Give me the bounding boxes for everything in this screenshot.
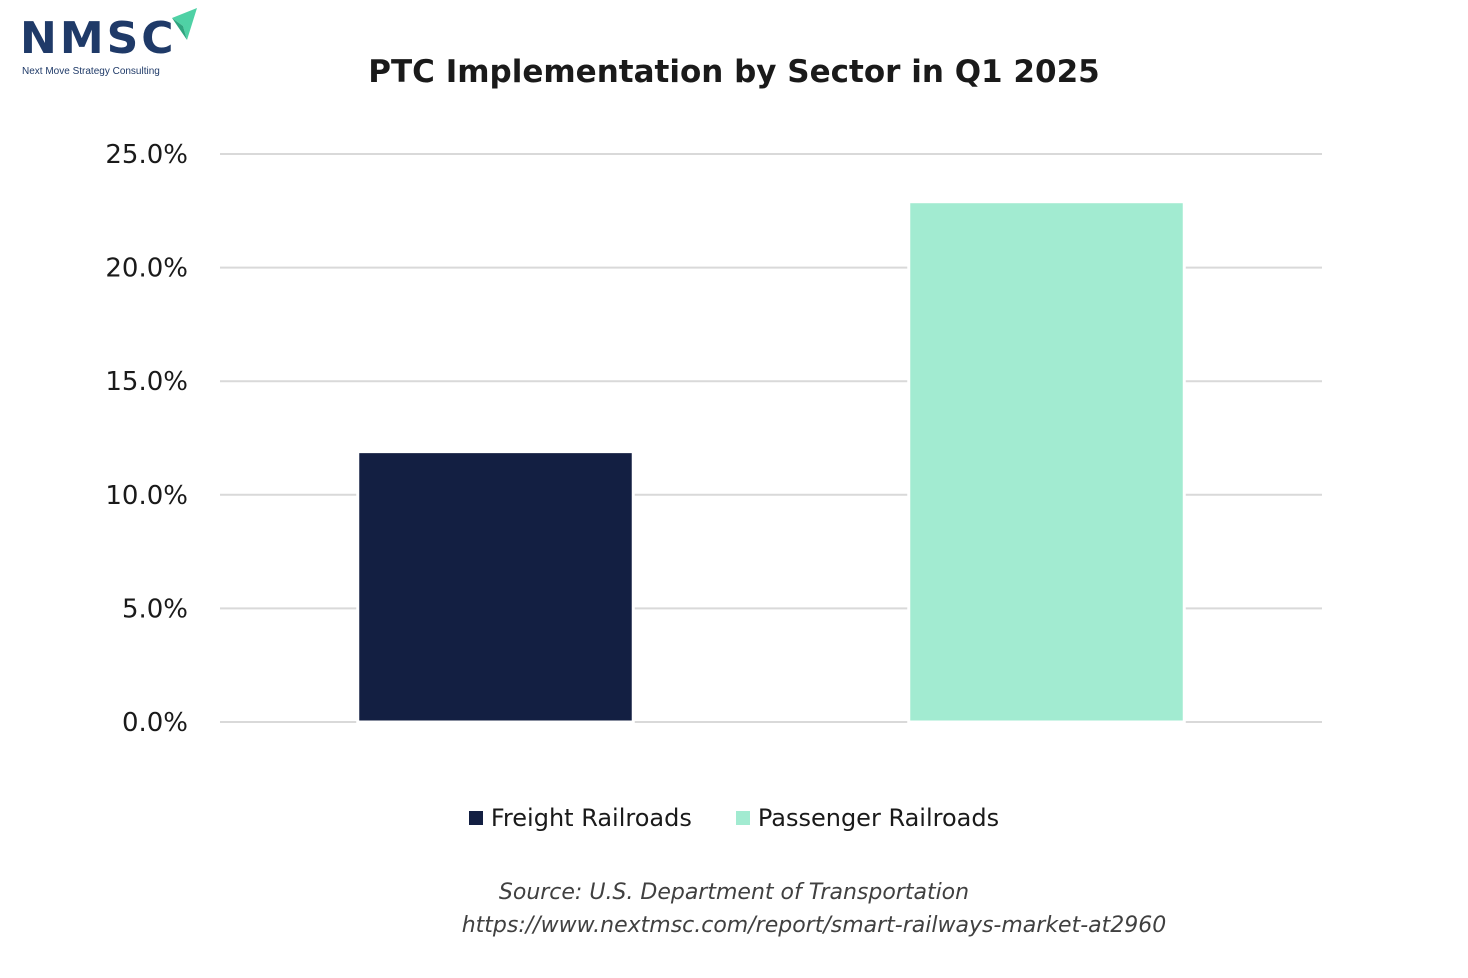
source-note: Source: U.S. Department of Transportatio… <box>498 880 970 905</box>
legend: Freight Railroads Passenger Railroads <box>0 804 1468 832</box>
nmsc-logo: NMSC Next Move Strategy Consulting <box>20 6 200 82</box>
legend-swatch <box>735 811 750 825</box>
bars <box>356 200 1186 724</box>
y-tick-label: 10.0% <box>105 481 188 511</box>
y-tick-label: 25.0% <box>105 140 188 170</box>
bar-passenger-railroads <box>907 200 1186 724</box>
legend-item: Freight Railroads <box>468 804 692 832</box>
logo-text: NMSC <box>20 13 177 64</box>
bar-freight-railroads <box>356 450 635 724</box>
y-axis-ticks: 0.0% 5.0% 10.0% 15.0% 20.0% 25.0% <box>105 140 188 738</box>
y-tick-label: 5.0% <box>122 594 188 624</box>
y-tick-label: 15.0% <box>105 367 188 397</box>
chart-title: PTC Implementation by Sector in Q1 2025 <box>368 54 1100 90</box>
legend-label: Passenger Railroads <box>757 804 1000 832</box>
logo-subtitle: Next Move Strategy Consulting <box>22 66 160 77</box>
legend-swatch <box>468 811 483 825</box>
paper-plane-icon <box>172 8 197 40</box>
y-tick-label: 20.0% <box>105 254 188 284</box>
source-url: https://www.nextmsc.com/report/smart-rai… <box>461 913 1167 938</box>
y-tick-label: 0.0% <box>122 708 188 738</box>
legend-label: Freight Railroads <box>490 804 692 832</box>
legend-item: Passenger Railroads <box>735 804 1000 832</box>
